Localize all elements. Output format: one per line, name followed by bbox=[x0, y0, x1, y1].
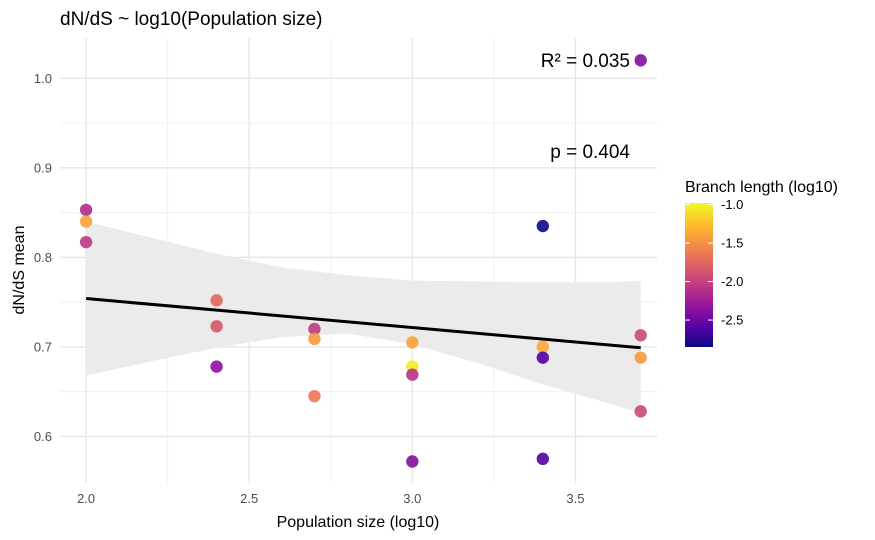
chart-title: dN/dS ~ log10(Population size) bbox=[60, 9, 322, 30]
x-axis-ticks: 2.0 2.5 3.0 3.5 bbox=[77, 491, 584, 506]
data-point bbox=[536, 351, 550, 364]
data-point bbox=[634, 329, 647, 342]
legend-colorbar bbox=[685, 203, 713, 347]
data-point bbox=[210, 294, 223, 307]
legend-title: Branch length (log10) bbox=[685, 179, 838, 196]
annotation-r2: R² = 0.035 bbox=[541, 51, 630, 72]
regression-line bbox=[85, 297, 641, 350]
data-point bbox=[406, 368, 419, 381]
confidence-band bbox=[86, 221, 641, 414]
data-point bbox=[634, 54, 647, 67]
data-point bbox=[406, 455, 419, 468]
data-point bbox=[308, 332, 321, 346]
data-point bbox=[634, 351, 647, 364]
data-point bbox=[79, 235, 93, 249]
data-point bbox=[406, 336, 419, 349]
x-axis-title: Population size (log10) bbox=[277, 514, 440, 531]
legend-tick-label: -1.0 bbox=[721, 197, 743, 212]
legend-tick-label: -2.0 bbox=[721, 274, 743, 289]
x-tick-label: 3.0 bbox=[403, 491, 421, 506]
y-tick-label: 0.6 bbox=[34, 429, 52, 444]
data-point bbox=[634, 405, 647, 418]
data-point bbox=[536, 452, 550, 466]
data-point bbox=[79, 203, 93, 217]
y-axis-title: dN/dS mean bbox=[11, 226, 28, 315]
legend-ticks: -1.0 -1.5 -2.0 -2.5 bbox=[685, 197, 743, 328]
y-tick-label: 0.9 bbox=[34, 160, 52, 175]
data-point bbox=[308, 322, 321, 336]
x-tick-label: 2.5 bbox=[240, 491, 258, 506]
annotation-p: p = 0.404 bbox=[550, 142, 630, 163]
y-tick-label: 0.7 bbox=[34, 339, 52, 354]
data-point bbox=[210, 360, 223, 373]
legend-tick-label: -1.5 bbox=[721, 236, 743, 251]
data-point bbox=[308, 389, 321, 403]
color-legend: Branch length (log10) -1.0 -1.5 -2.0 -2.5 bbox=[685, 179, 838, 347]
x-tick-label: 3.5 bbox=[566, 491, 584, 506]
legend-tick-label: -2.5 bbox=[721, 313, 743, 328]
data-point bbox=[79, 215, 93, 228]
data-point bbox=[536, 219, 550, 233]
data-points bbox=[79, 54, 647, 468]
y-axis-ticks: 0.6 0.7 0.8 0.9 1.0 bbox=[34, 71, 52, 444]
y-tick-label: 0.8 bbox=[34, 250, 52, 265]
x-tick-label: 2.0 bbox=[77, 491, 95, 506]
data-point bbox=[210, 320, 223, 333]
data-point bbox=[536, 340, 550, 354]
y-tick-label: 1.0 bbox=[34, 71, 52, 86]
